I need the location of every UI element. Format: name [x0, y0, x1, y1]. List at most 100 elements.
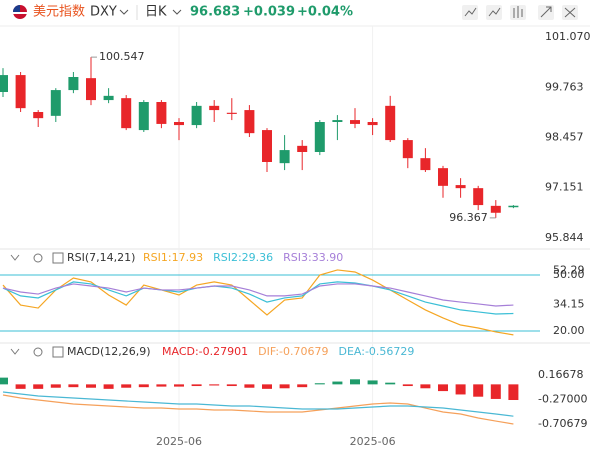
dropdown-arrow[interactable] [172, 9, 182, 15]
macd-bar [350, 379, 360, 385]
macd-bar [15, 384, 26, 389]
level-label: 20.00 [553, 324, 585, 337]
candle-body [350, 120, 360, 124]
collapse-icon[interactable] [10, 348, 20, 355]
macd-bar [490, 384, 501, 399]
candle-body [490, 205, 501, 213]
macd-bar [209, 384, 220, 386]
candle-body [50, 90, 61, 116]
y-tick-label: -0.27000 [538, 393, 587, 406]
y-tick-label: 52.29 [553, 264, 585, 277]
add-icon[interactable] [52, 346, 64, 358]
candle-body [473, 188, 484, 206]
macd-bar [33, 384, 44, 389]
series-line [2, 281, 514, 315]
flag [13, 5, 27, 19]
y-tick-label: 34.15 [553, 298, 585, 311]
candle-body [174, 122, 184, 126]
candle-body [279, 150, 290, 164]
tool-icon [540, 6, 552, 18]
y-tick-label: 101.070 [545, 30, 590, 43]
macd-bar [0, 377, 8, 385]
settings-icon[interactable] [33, 253, 43, 263]
candle-body [297, 145, 308, 152]
settings-icon[interactable] [33, 347, 43, 357]
candle-body [438, 168, 448, 186]
candle-body [15, 75, 26, 109]
symbol-name[interactable]: 美元指数 [33, 5, 85, 20]
legend-entry: MACD:-0.27901 [162, 345, 248, 358]
macd-bar [138, 384, 149, 388]
candle-body [103, 95, 114, 101]
candle-body [191, 105, 202, 126]
macd-bar [314, 383, 325, 385]
x-tick-label: 2025-06 [156, 435, 202, 448]
tool-icon [564, 7, 576, 18]
candle-body [420, 158, 431, 171]
candle-body [332, 120, 343, 122]
macd-bar [402, 384, 413, 387]
collapse-icon[interactable] [10, 254, 20, 261]
macd-bar [438, 384, 448, 392]
macd-bar [226, 384, 237, 387]
macd-bar [121, 384, 132, 388]
candle-body [138, 102, 149, 131]
add-icon[interactable] [52, 252, 64, 264]
macd-bar [262, 384, 272, 389]
candle-body [86, 78, 96, 101]
legend-entry: RSI2:29.36 [213, 251, 273, 264]
macd-bar [332, 381, 343, 385]
tool-icon [513, 6, 523, 18]
y-tick-label: 98.457 [545, 131, 584, 144]
macd-bar [279, 384, 290, 389]
macd-bar [156, 384, 167, 387]
macd-bar [50, 384, 61, 388]
candle-body [121, 98, 132, 129]
symbol[interactable]: DXY [90, 5, 117, 20]
legend-entry: DIF:-0.70679 [258, 345, 328, 358]
macd-bar [86, 384, 96, 388]
y-tick-label: 95.844 [545, 231, 584, 244]
macd-bar [455, 384, 466, 395]
period[interactable]: 日K [145, 5, 167, 20]
series-line [2, 391, 514, 417]
change-pct: +0.04% [297, 5, 353, 20]
legend-entry: RSI3:33.90 [283, 251, 343, 264]
macd-bar [367, 380, 378, 385]
change: +0.039 [243, 5, 295, 20]
candle-body [367, 122, 378, 126]
candle-body [209, 105, 220, 111]
candle-body [402, 140, 413, 159]
annotation: 96.367 [449, 211, 488, 224]
macd-bar [103, 384, 114, 389]
y-tick-label: 0.16678 [538, 368, 584, 381]
macd-bar [420, 384, 431, 389]
dropdown-arrow[interactable] [119, 9, 129, 15]
candle-body [156, 102, 167, 124]
x-tick-label: 2025-06 [350, 435, 396, 448]
tool-icon [464, 7, 477, 17]
series-line [2, 283, 514, 307]
macd-bar [68, 384, 79, 388]
price: 96.683 [190, 5, 240, 20]
legend-entry: RSI1:17.93 [143, 251, 203, 264]
macd-bar [473, 384, 484, 397]
macd-bar [508, 384, 519, 401]
level-label: 50.00 [553, 268, 585, 281]
macd-bar [174, 384, 184, 387]
candle-body [385, 105, 396, 141]
candle-body [33, 112, 44, 119]
candle-body [314, 122, 325, 152]
toolbar [462, 5, 578, 20]
candle-body [455, 185, 466, 189]
candle-body [68, 77, 79, 91]
rsi-title: RSI(7,14,21) [67, 251, 135, 264]
candle-body [262, 130, 272, 162]
annotation: 100.547 [99, 50, 145, 63]
macd-bar [297, 384, 308, 388]
series-line [2, 269, 514, 336]
rsi-controls [10, 252, 64, 358]
candle-body [508, 205, 519, 208]
